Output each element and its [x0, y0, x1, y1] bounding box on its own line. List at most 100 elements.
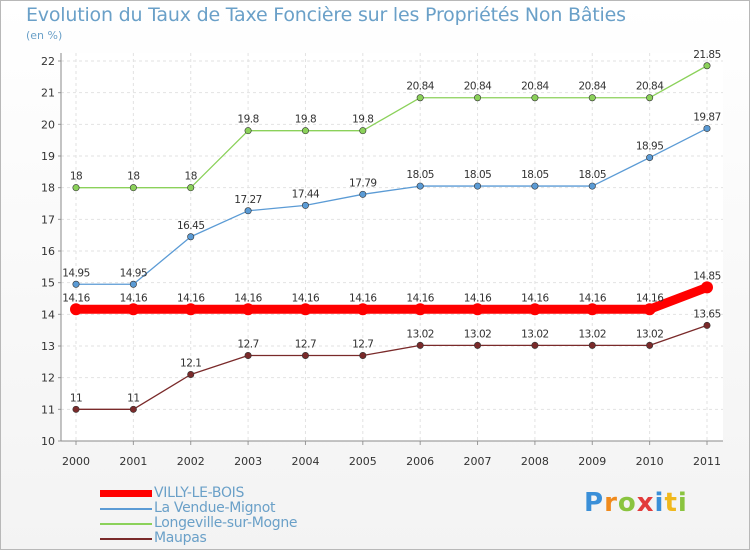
y-tick-label: 10 [41, 435, 55, 448]
data-point-la-vendue-mignot [588, 182, 596, 190]
logo-letter: x [636, 488, 655, 518]
data-point-la-vendue-mignot [72, 280, 80, 288]
data-point-longeville-sur-mogne [359, 127, 367, 135]
data-label-longeville-sur-mogne: 21.85 [693, 49, 721, 61]
data-label-maupas: 12.7 [295, 339, 316, 351]
x-tick-label: 2006 [406, 455, 434, 468]
legend-swatch [100, 523, 152, 525]
data-label-la-vendue-mignot: 14.95 [120, 267, 148, 279]
data-point-la-vendue-mignot [646, 154, 654, 162]
y-tick-label: 21 [41, 87, 55, 100]
data-label-villy-le-bois: 14.16 [578, 292, 606, 304]
data-point-maupas [531, 341, 539, 349]
data-label-la-vendue-mignot: 17.44 [292, 188, 320, 200]
data-label-villy-le-bois: 14.16 [521, 292, 549, 304]
data-point-villy-le-bois [70, 303, 82, 316]
legend-label: La Vendue-Mignot [154, 500, 276, 516]
data-point-villy-le-bois [414, 303, 427, 316]
series-line-longeville-sur-mogne [75, 65, 708, 189]
data-label-la-vendue-mignot: 17.79 [349, 177, 377, 189]
data-point-villy-le-bois [643, 303, 656, 316]
data-label-villy-le-bois: 14.16 [349, 292, 377, 304]
legend-swatch [100, 538, 152, 540]
data-label-villy-le-bois: 14.16 [464, 292, 492, 304]
x-tick-label: 2002 [177, 455, 205, 468]
data-point-maupas [244, 351, 252, 359]
data-point-maupas [646, 341, 654, 349]
data-point-la-vendue-mignot [531, 182, 539, 190]
data-label-longeville-sur-mogne: 18 [70, 171, 82, 183]
data-label-la-vendue-mignot: 18.05 [578, 169, 606, 181]
data-point-maupas [129, 405, 137, 413]
series-line-la-vendue-mignot [75, 127, 708, 285]
legend-item-la-vendue-mignot: La Vendue-Mignot [100, 500, 400, 516]
data-label-villy-le-bois: 14.16 [177, 292, 205, 304]
data-point-la-vendue-mignot [474, 182, 482, 190]
y-tick-label: 19 [41, 150, 55, 163]
data-point-longeville-sur-mogne [531, 94, 539, 102]
data-label-la-vendue-mignot: 14.95 [62, 267, 90, 279]
data-point-villy-le-bois [586, 303, 599, 316]
y-tick-label: 14 [41, 308, 55, 321]
data-label-maupas: 13.02 [521, 328, 549, 340]
series-line-villy-le-bois [71, 282, 712, 314]
data-label-maupas: 13.02 [464, 328, 492, 340]
logo-letter: i [677, 488, 688, 518]
data-point-maupas [187, 370, 195, 378]
legend-item-maupas: Maupas [100, 530, 400, 546]
data-label-longeville-sur-mogne: 20.84 [406, 81, 434, 93]
y-tick-label: 15 [41, 277, 55, 290]
x-tick-label: 2004 [291, 455, 319, 468]
data-point-villy-le-bois [356, 303, 369, 316]
data-label-longeville-sur-mogne: 20.84 [636, 81, 664, 93]
legend-item-villy-le-bois: VILLY-LE-BOIS [100, 485, 400, 501]
x-tick-label: 2008 [521, 455, 549, 468]
data-label-villy-le-bois: 14.16 [120, 292, 148, 304]
data-label-villy-le-bois: 14.16 [406, 292, 434, 304]
data-label-maupas: 12.1 [180, 358, 201, 370]
data-label-maupas: 11 [127, 392, 139, 404]
y-tick-label: 13 [41, 340, 55, 353]
data-point-maupas [588, 341, 596, 349]
logo-letter: P [584, 488, 605, 518]
x-tick-label: 2007 [464, 455, 492, 468]
legend-swatch [100, 490, 152, 497]
legend-label: Longeville-sur-Mogne [154, 515, 298, 531]
data-point-longeville-sur-mogne [416, 94, 424, 102]
data-point-longeville-sur-mogne [703, 62, 711, 70]
data-point-maupas [703, 321, 711, 329]
data-label-la-vendue-mignot: 18.05 [521, 169, 549, 181]
data-label-la-vendue-mignot: 18.95 [636, 141, 664, 153]
data-point-villy-le-bois [701, 281, 713, 294]
data-label-la-vendue-mignot: 19.87 [693, 111, 721, 123]
data-label-longeville-sur-mogne: 18 [185, 171, 197, 183]
logo-letter: o [617, 488, 637, 518]
data-label-maupas: 11 [70, 392, 82, 404]
y-tick-label: 17 [41, 213, 55, 226]
data-label-maupas: 12.7 [352, 339, 373, 351]
legend-label: Maupas [154, 530, 207, 546]
proxiti-logo: Proxiti [584, 488, 688, 518]
logo-letter: r [604, 488, 618, 518]
legend-label: VILLY-LE-BOIS [154, 485, 245, 501]
x-tick-label: 2003 [234, 455, 262, 468]
y-tick-label: 20 [41, 118, 55, 131]
data-label-longeville-sur-mogne: 20.84 [464, 81, 492, 93]
x-tick-label: 2009 [578, 455, 606, 468]
data-point-la-vendue-mignot [187, 233, 195, 241]
data-label-villy-le-bois: 14.16 [62, 292, 90, 304]
x-tick-label: 2005 [349, 455, 377, 468]
y-tick-label: 22 [41, 55, 55, 68]
data-point-la-vendue-mignot [301, 201, 309, 209]
x-tick-label: 2001 [119, 455, 147, 468]
data-label-maupas: 13.02 [406, 328, 434, 340]
logo-letter: i [654, 488, 665, 518]
data-label-longeville-sur-mogne: 18 [127, 171, 139, 183]
data-point-longeville-sur-mogne [129, 184, 137, 192]
data-label-maupas: 12.7 [237, 339, 258, 351]
data-point-villy-le-bois [127, 303, 140, 316]
data-point-longeville-sur-mogne [474, 94, 482, 102]
x-tick-label: 2000 [62, 455, 90, 468]
chart-legend: VILLY-LE-BOIS La Vendue-Mignot Longeville-… [100, 485, 400, 546]
